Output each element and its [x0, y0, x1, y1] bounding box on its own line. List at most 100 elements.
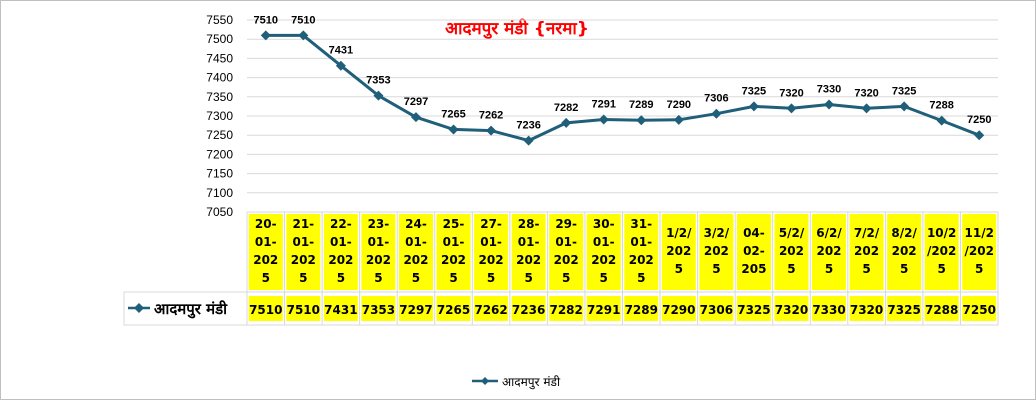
category-label: 31-01-202 5	[629, 217, 654, 285]
data-label: 7320	[854, 87, 878, 99]
table-value: 7282	[549, 303, 582, 317]
data-point	[410, 112, 421, 123]
table-value: 7510	[287, 303, 320, 317]
category-label: 3/2/202 5	[704, 226, 730, 276]
category-label: 5/2/202 5	[779, 226, 805, 276]
table-value: 7510	[249, 303, 282, 317]
table-value: 7262	[474, 303, 507, 317]
category-label: 11/2/202 5	[965, 226, 994, 276]
data-label: 7297	[404, 96, 428, 108]
series-line	[265, 33, 980, 143]
category-cell-bg	[624, 214, 659, 290]
value-cell-bg	[286, 296, 321, 321]
table-value: 7250	[963, 303, 996, 317]
value-cell-bg	[962, 296, 997, 321]
value-cell-bg	[924, 296, 959, 321]
data-label: 7262	[479, 110, 503, 122]
category-cell-bg	[361, 214, 396, 290]
data-label: 7330	[817, 83, 841, 95]
data-point	[748, 101, 759, 112]
table-value: 7320	[775, 303, 808, 317]
category-cell-bg	[849, 214, 884, 290]
data-point	[335, 60, 346, 71]
category-cell-bg	[436, 214, 471, 290]
chart-title: आदमपुर मंडी {नरमा}	[445, 18, 589, 39]
data-label: 7291	[591, 98, 615, 110]
data-point	[260, 30, 271, 41]
value-cell-bg	[474, 296, 509, 321]
table-value: 7306	[700, 303, 733, 317]
table-value: 7330	[812, 303, 845, 317]
value-cell-bg	[812, 296, 847, 321]
category-label: 27-01-202 5	[479, 217, 504, 285]
y-tick-label: 7500	[206, 32, 233, 46]
data-point	[298, 30, 309, 41]
category-label: 29-01-202 5	[554, 217, 579, 285]
data-point	[711, 108, 722, 119]
value-cell-bg	[586, 296, 621, 321]
category-cell-bg	[887, 214, 922, 290]
category-label: 10/2/202 5	[927, 226, 956, 276]
category-cell-bg	[474, 214, 509, 290]
value-cell-bg	[511, 296, 546, 321]
category-label: 20-01-202 5	[253, 217, 278, 285]
category-cell-bg	[924, 214, 959, 290]
category-cell-bg	[323, 214, 358, 290]
category-label: 28-01-202 5	[516, 217, 541, 285]
value-cell-bg	[398, 296, 433, 321]
category-cell-bg	[812, 214, 847, 290]
table-value: 7288	[925, 303, 958, 317]
data-label: 7320	[779, 87, 803, 99]
y-tick-label: 7250	[206, 128, 233, 142]
data-point	[824, 99, 835, 110]
category-label: 25-01-202 5	[441, 217, 466, 285]
data-point	[636, 115, 647, 126]
value-cell-bg	[699, 296, 734, 321]
data-label: 7325	[892, 85, 916, 97]
legend-key-marker	[481, 377, 489, 385]
data-label: 7290	[667, 99, 691, 111]
value-cell-bg	[736, 296, 771, 321]
category-label: 30-01-202 5	[591, 217, 616, 285]
value-cell-bg	[849, 296, 884, 321]
data-point	[899, 101, 910, 112]
table-value: 7325	[887, 303, 920, 317]
value-cell-bg	[323, 296, 358, 321]
data-point	[448, 124, 459, 135]
table-value: 7291	[587, 303, 620, 317]
data-label: 7510	[254, 14, 278, 26]
y-tick-label: 7550	[206, 13, 233, 27]
data-label: 7353	[366, 75, 390, 87]
category-cell-bg	[661, 214, 696, 290]
y-tick-label: 7200	[206, 147, 233, 161]
y-tick-label: 7300	[206, 109, 233, 123]
category-cell-bg	[774, 214, 809, 290]
y-tick-label: 7400	[206, 71, 233, 85]
data-label: 7236	[516, 120, 540, 132]
data-label: 7325	[742, 85, 766, 97]
y-tick-label: 7150	[206, 167, 233, 181]
table-value: 7325	[737, 303, 770, 317]
y-tick-label: 7050	[206, 205, 233, 219]
value-cell-bg	[624, 296, 659, 321]
category-cell-bg	[586, 214, 621, 290]
data-label: 7282	[554, 102, 578, 114]
data-point	[561, 117, 572, 128]
category-label: 24-01-202 5	[403, 217, 428, 285]
table-value: 7289	[625, 303, 658, 317]
category-cell-bg	[549, 214, 584, 290]
category-label: 8/2/202 5	[891, 226, 917, 276]
data-point	[673, 114, 684, 125]
category-label: 1/2/202 5	[666, 226, 692, 276]
table-value: 7431	[324, 303, 357, 317]
category-label: 22-01-202 5	[328, 217, 353, 285]
data-label: 7265	[441, 108, 465, 120]
table-value: 7290	[662, 303, 695, 317]
category-cell-bg	[286, 214, 321, 290]
category-cell-bg	[962, 214, 997, 290]
value-cell-bg	[361, 296, 396, 321]
data-point	[786, 103, 797, 114]
table-value: 7353	[362, 303, 395, 317]
y-tick-label: 7100	[206, 186, 233, 200]
y-tick-label: 7450	[206, 51, 233, 65]
